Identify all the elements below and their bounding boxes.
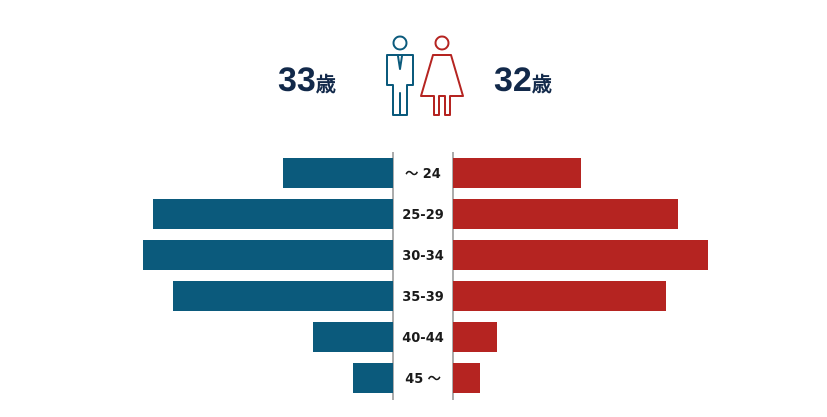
male-bar-4: [313, 322, 393, 352]
male-bar-1: [153, 199, 393, 229]
male-bar-2: [143, 240, 393, 270]
age-label-2: 30-34: [402, 249, 444, 264]
age-label-0: ～ 24: [405, 167, 441, 182]
female-bar-3: [453, 281, 666, 311]
female-bar-5: [453, 363, 480, 393]
female-average-unit: 歳: [531, 72, 552, 96]
male-average-unit: 歳: [315, 72, 336, 96]
male-average-age: 33歳: [278, 60, 336, 104]
age-label-3: 35-39: [402, 290, 444, 305]
male-average-value: 33: [278, 61, 316, 99]
female-figure-icon: [420, 35, 464, 116]
male-bar-0: [283, 158, 393, 188]
male-bar-5: [353, 363, 393, 393]
female-bar-4: [453, 322, 497, 352]
female-average-value: 32: [494, 61, 532, 99]
male-bar-3: [173, 281, 393, 311]
age-label-4: 40-44: [402, 331, 444, 346]
female-bar-2: [453, 240, 708, 270]
female-bar-0: [453, 158, 581, 188]
age-label-5: 45 ～: [405, 372, 441, 387]
age-label-1: 25-29: [402, 208, 444, 223]
female-average-age: 32歳: [494, 60, 552, 104]
female-bar-1: [453, 199, 678, 229]
male-figure-icon: [386, 35, 414, 116]
